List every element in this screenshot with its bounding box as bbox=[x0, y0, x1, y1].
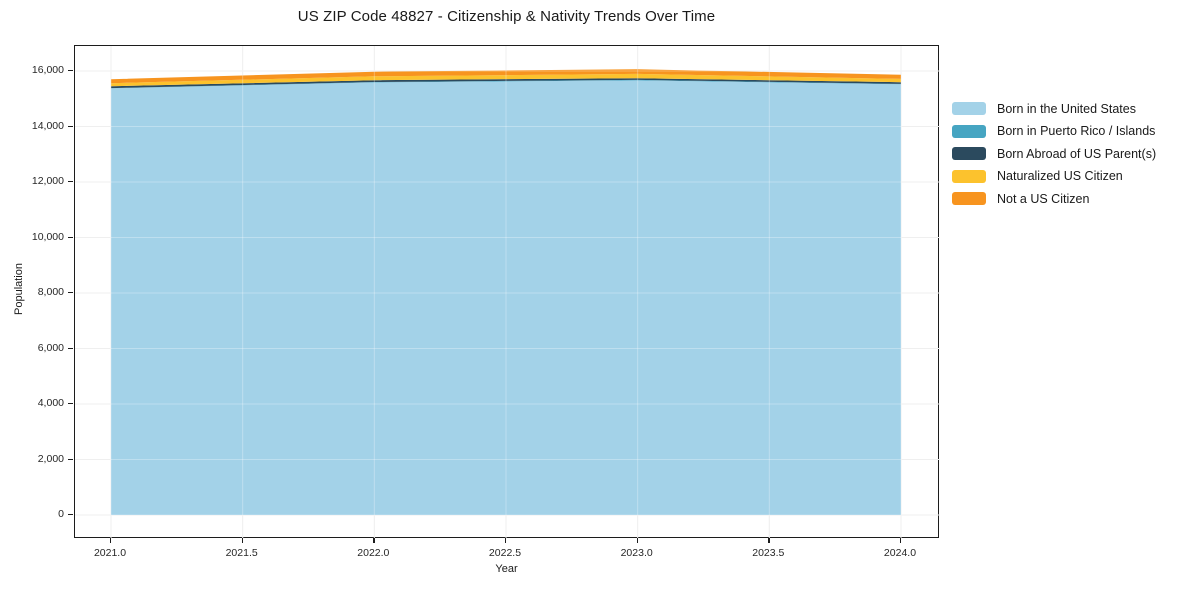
legend-swatch bbox=[952, 124, 986, 138]
area-not-a-us-citizen bbox=[111, 69, 901, 84]
y-tick-label: 2,000 bbox=[37, 452, 64, 465]
y-tick-mark bbox=[68, 403, 73, 405]
y-tick-label: 6,000 bbox=[37, 341, 64, 354]
legend-label: Born Abroad of US Parent(s) bbox=[997, 146, 1157, 161]
x-tick-mark bbox=[373, 538, 375, 543]
legend-label: Not a US Citizen bbox=[997, 191, 1090, 206]
legend-swatch bbox=[952, 102, 986, 115]
y-tick-label: 10,000 bbox=[31, 230, 64, 243]
legend-swatch bbox=[952, 169, 986, 183]
x-tick-label: 2022.5 bbox=[488, 547, 522, 559]
y-tick-mark bbox=[68, 347, 73, 349]
chart-title: US ZIP Code 48827 - Citizenship & Nativi… bbox=[297, 8, 716, 25]
x-tick-mark bbox=[899, 538, 902, 543]
x-axis-label: Year bbox=[495, 563, 518, 575]
area-born-in-the-united-states bbox=[111, 80, 901, 516]
y-tick-mark bbox=[68, 514, 73, 516]
x-tick-label: 2023.5 bbox=[752, 547, 785, 559]
legend-item: Born in the United States bbox=[952, 101, 1156, 116]
legend-label: Born in Puerto Rico / Islands bbox=[997, 124, 1156, 138]
legend-item: Not a US Citizen bbox=[952, 191, 1156, 206]
y-tick-mark bbox=[68, 292, 73, 294]
legend-label: Naturalized US Citizen bbox=[997, 169, 1123, 183]
y-tick-mark bbox=[68, 181, 73, 183]
legend-item: Naturalized US Citizen bbox=[952, 169, 1156, 183]
y-tick-label: 14,000 bbox=[31, 119, 64, 132]
area-born-abroad-of-us-parent-s- bbox=[111, 78, 901, 89]
y-tick-label: 0 bbox=[58, 508, 64, 520]
x-tick-mark bbox=[768, 538, 770, 543]
plot-area bbox=[74, 45, 940, 539]
legend-label: Born in the United States bbox=[997, 101, 1136, 116]
x-tick-mark bbox=[636, 538, 638, 543]
y-tick-label: 16,000 bbox=[31, 64, 64, 76]
x-tick-label: 2021.5 bbox=[225, 547, 258, 559]
y-tick-mark bbox=[68, 70, 73, 72]
x-tick-label: 2022.0 bbox=[357, 547, 390, 559]
x-tick-mark bbox=[110, 538, 112, 543]
stacked-area-canvas bbox=[75, 46, 940, 539]
legend-item: Born in Puerto Rico / Islands bbox=[952, 124, 1156, 138]
legend: Born in the United States Born in Puerto … bbox=[952, 101, 1157, 206]
y-tick-label: 4,000 bbox=[37, 397, 64, 409]
x-tick-label: 2023.0 bbox=[620, 547, 653, 559]
legend-swatch bbox=[952, 147, 986, 160]
legend-item: Born Abroad of US Parent(s) bbox=[952, 146, 1157, 161]
y-tick-mark bbox=[68, 236, 73, 238]
y-tick-mark bbox=[68, 458, 73, 460]
y-tick-label: 8,000 bbox=[37, 286, 64, 298]
legend-swatch bbox=[952, 192, 986, 205]
y-tick-label: 12,000 bbox=[31, 175, 64, 187]
y-tick-mark bbox=[68, 125, 73, 127]
x-tick-mark bbox=[241, 538, 243, 543]
x-tick-label: 2021.0 bbox=[93, 547, 127, 559]
x-tick-mark bbox=[504, 538, 507, 543]
area-naturalized-us-citizen bbox=[111, 73, 901, 87]
x-tick-label: 2024.0 bbox=[883, 547, 917, 559]
